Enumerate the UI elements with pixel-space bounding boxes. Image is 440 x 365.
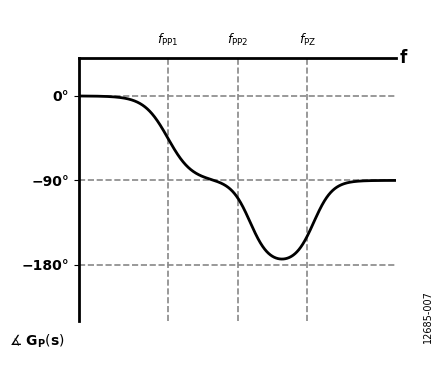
Text: $f_{\rm PZ}$: $f_{\rm PZ}$ (299, 32, 316, 48)
Text: 12685-007: 12685-007 (423, 290, 433, 343)
Text: $\mathbf{f}$: $\mathbf{f}$ (399, 49, 409, 68)
Text: $f_{\rm PP2}$: $f_{\rm PP2}$ (227, 32, 249, 48)
Text: $f_{\rm PP1}$: $f_{\rm PP1}$ (157, 32, 179, 48)
Text: $\measuredangle\ \mathbf{G}_{\mathbf{P}}(\mathbf{s})$: $\measuredangle\ \mathbf{G}_{\mathbf{P}}… (9, 333, 65, 350)
